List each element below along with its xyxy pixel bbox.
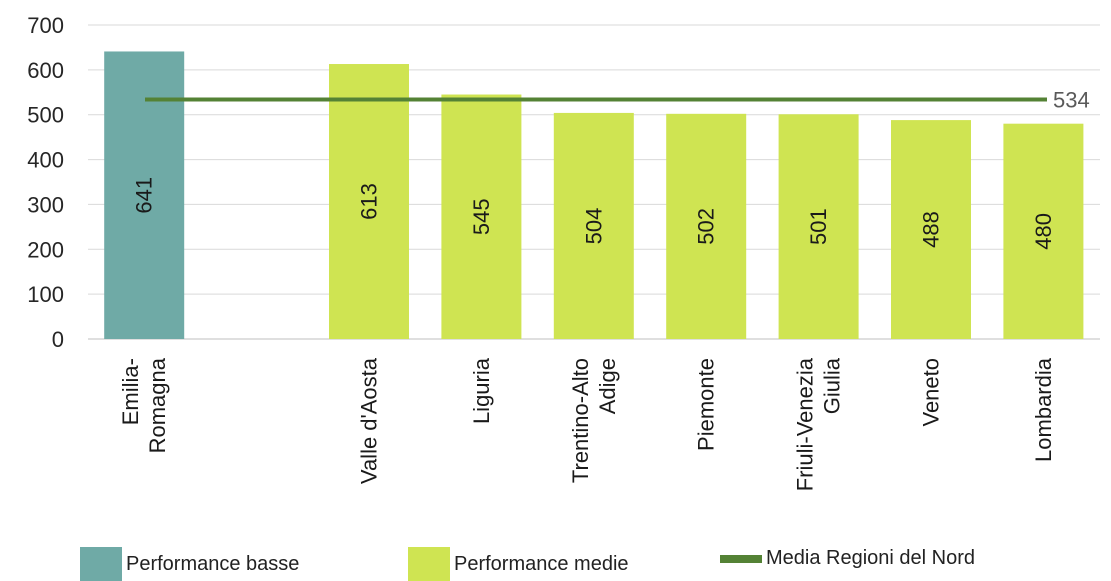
- legend-item-performance-medie: Performance medie: [408, 547, 629, 581]
- legend: Performance basse Performance medie Medi…: [0, 537, 1111, 577]
- x-tick-label: Lombardia: [1031, 357, 1056, 462]
- bar-value-label: 501: [806, 208, 831, 245]
- bar-chart: 0 100 200 300 400 500 600 700 641 613 545 504 502 501…: [0, 0, 1111, 537]
- legend-item-media-regioni-del-nord: Media Regioni del Nord: [720, 547, 975, 570]
- bar-value-label: 641: [132, 177, 157, 214]
- legend-swatch-performance-medie: [408, 547, 450, 581]
- bar-value-label: 502: [694, 208, 719, 245]
- y-tick-label: 700: [27, 13, 64, 38]
- x-tick-label: Adige: [595, 358, 620, 414]
- legend-item-performance-basse: Performance basse: [80, 547, 299, 581]
- x-tick-label: Liguria: [469, 357, 494, 424]
- x-tick-label: Piemonte: [694, 358, 719, 451]
- x-tick-label: Friuli-Venezia: [793, 357, 818, 491]
- x-tick-label: Emilia-: [118, 358, 143, 425]
- bar-value-label: 545: [469, 198, 494, 235]
- legend-label-performance-basse: Performance basse: [126, 553, 299, 576]
- bar-value-label: 613: [357, 183, 382, 220]
- y-tick-label: 0: [52, 327, 64, 352]
- x-tick-label: Valle d'Aosta: [357, 357, 382, 484]
- y-tick-label: 500: [27, 103, 64, 128]
- y-tick-label: 200: [27, 237, 64, 262]
- reference-line-label: 534: [1053, 87, 1090, 112]
- legend-label-media-regioni-del-nord: Media Regioni del Nord: [766, 547, 975, 570]
- bar-value-label: 504: [581, 208, 606, 245]
- x-tick-label: Veneto: [919, 358, 944, 427]
- legend-label-performance-medie: Performance medie: [454, 553, 629, 576]
- x-tick-label: Trentino-Alto: [568, 358, 593, 483]
- x-tick-label: Romagna: [145, 357, 170, 453]
- y-tick-label: 600: [27, 58, 64, 83]
- bar-value-label: 488: [919, 211, 944, 248]
- y-tick-label: 300: [27, 192, 64, 217]
- legend-line-media-regioni-del-nord: [720, 555, 762, 563]
- x-tick-label: Giulia: [820, 357, 845, 414]
- bar-value-label: 480: [1031, 213, 1056, 250]
- y-tick-label: 100: [27, 282, 64, 307]
- legend-swatch-performance-basse: [80, 547, 122, 581]
- y-tick-label: 400: [27, 148, 64, 173]
